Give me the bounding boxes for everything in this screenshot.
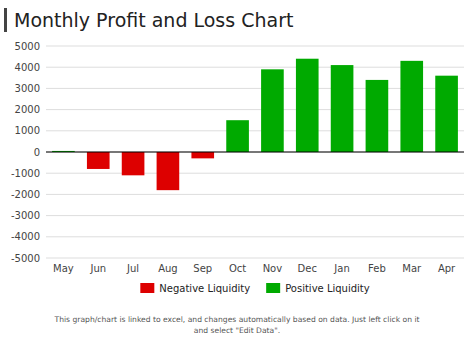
y-tick-label: -5000 — [11, 253, 40, 264]
accent-bar — [4, 8, 7, 32]
x-tick-label: Oct — [229, 263, 246, 274]
y-tick-label: 1000 — [15, 125, 40, 136]
x-tick-label: Mar — [402, 263, 422, 274]
legend-label: Negative Liquidity — [159, 283, 250, 294]
y-tick-label: 0 — [34, 147, 40, 158]
grid-line — [46, 215, 464, 216]
x-tick-label: Jun — [89, 263, 106, 274]
x-tick-label: Nov — [263, 263, 283, 274]
bars — [52, 59, 458, 190]
bar — [261, 69, 284, 152]
legend: Negative Liquidity Positive Liquidity — [140, 283, 369, 294]
bar — [400, 61, 423, 152]
y-tick-label: 5000 — [15, 41, 40, 52]
legend-label: Positive Liquidity — [285, 283, 370, 294]
footer-note: This graph/chart is linked to excel, and… — [54, 315, 420, 335]
bar — [296, 59, 319, 152]
x-tick-label: May — [53, 263, 74, 274]
grid-line — [46, 236, 464, 237]
x-tick-label: Dec — [298, 263, 317, 274]
x-tick-label: Feb — [368, 263, 386, 274]
bar — [366, 80, 389, 152]
legend-swatch — [140, 283, 154, 293]
y-tick-label: -4000 — [11, 231, 40, 242]
x-tick-label: Jul — [126, 263, 139, 274]
x-tick-label: Sep — [193, 263, 212, 274]
grid — [46, 46, 464, 258]
bar — [331, 65, 354, 152]
chart: Monthly Profit and Loss Chart -5000 -4000 -… — [0, 0, 474, 351]
bar — [157, 152, 180, 190]
y-tick-label: 2000 — [15, 104, 40, 115]
y-tick-label: -1000 — [11, 168, 40, 179]
bar — [226, 120, 249, 152]
x-tick-label: Jan — [333, 263, 349, 274]
x-tick-label: Aug — [158, 263, 178, 274]
x-tick-label: Apr — [438, 263, 456, 274]
y-tick-label: -2000 — [11, 189, 40, 200]
grid-line — [46, 194, 464, 195]
grid-line — [46, 46, 464, 47]
grid-line — [46, 173, 464, 174]
zero-line — [46, 152, 464, 153]
legend-swatch — [266, 283, 280, 293]
grid-line — [46, 152, 464, 153]
grid-line — [46, 258, 464, 259]
y-tick-label: -3000 — [11, 210, 40, 221]
y-tick-label: 4000 — [15, 62, 40, 73]
y-tick-label: 3000 — [15, 83, 40, 94]
title: Monthly Profit and Loss Chart — [14, 9, 293, 31]
bar — [87, 152, 110, 169]
bar — [122, 152, 145, 175]
bar — [435, 76, 458, 152]
bar — [191, 152, 214, 158]
